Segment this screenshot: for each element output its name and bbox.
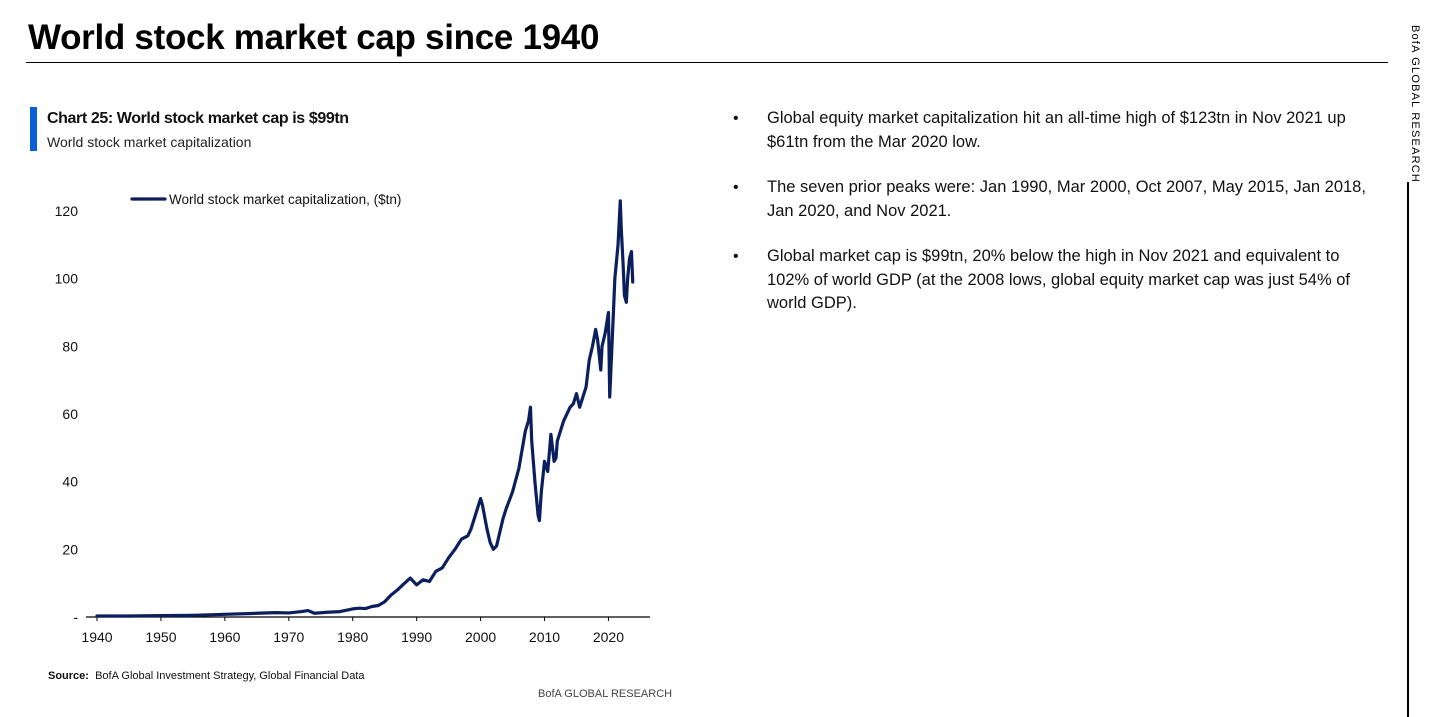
y-tick-label: - (73, 609, 78, 625)
line-chart: - 20 40 60 80 100 120 1940 1950 1960 1970 1980 1990… (55, 192, 650, 645)
bullet-text: The seven prior peaks were: Jan 1990, Ma… (767, 178, 1366, 220)
x-tick-label: 2010 (529, 629, 560, 645)
bullet-list: • Global equity market capitalization hi… (733, 107, 1373, 338)
bullet-marker: • (733, 179, 739, 196)
y-tick-label: 60 (62, 406, 78, 422)
x-axis-ticks: 1940 1950 1960 1970 1980 1990 2000 2010 2020 (81, 617, 624, 645)
source-label: Source: (48, 670, 89, 682)
bullet-item: • Global equity market capitalization hi… (733, 107, 1373, 154)
chart-title-accent-bar (30, 107, 37, 151)
legend: World stock market capitalization, ($tn) (130, 192, 401, 207)
y-tick-label: 100 (55, 271, 79, 287)
bullet-text: Global market cap is $99tn, 20% below th… (767, 247, 1351, 312)
x-tick-label: 1960 (209, 629, 240, 645)
chart-subtitle: World stock market capitalization (47, 134, 252, 150)
x-tick-label: 1980 (337, 629, 368, 645)
chart-title: Chart 25: World stock market cap is $99t… (47, 110, 349, 127)
bullet-item: • Global market cap is $99tn, 20% below … (733, 245, 1373, 316)
x-tick-label: 1940 (81, 629, 112, 645)
y-tick-label: 20 (62, 541, 78, 557)
y-tick-label: 40 (62, 474, 78, 490)
x-tick-label: 2020 (593, 629, 624, 645)
y-axis-ticks: - 20 40 60 80 100 120 (55, 203, 79, 625)
legend-label: World stock market capitalization, ($tn) (169, 192, 401, 207)
side-brand-label: BofA GLOBAL RESEARCH (1409, 24, 1421, 184)
page-title: World stock market cap since 1940 (28, 18, 600, 57)
x-tick-label: 2000 (465, 629, 496, 645)
y-tick-label: 120 (55, 203, 79, 219)
x-tick-label: 1970 (273, 629, 304, 645)
source-text: BofA Global Investment Strategy, Global … (95, 670, 365, 682)
series-line-world-market-cap (95, 199, 635, 618)
footer-brand-label: BofA GLOBAL RESEARCH (538, 688, 673, 700)
bullet-item: • The seven prior peaks were: Jan 1990, … (733, 176, 1373, 223)
y-tick-label: 80 (62, 338, 78, 354)
title-divider (26, 62, 1388, 63)
bullet-text: Global equity market capitalization hit … (767, 109, 1346, 151)
x-tick-label: 1950 (145, 629, 176, 645)
source-line: Source: BofA Global Investment Strategy,… (48, 670, 365, 682)
x-tick-label: 1990 (401, 629, 432, 645)
side-divider (1407, 182, 1409, 717)
bullet-marker: • (733, 110, 739, 127)
bullet-marker: • (733, 248, 739, 265)
